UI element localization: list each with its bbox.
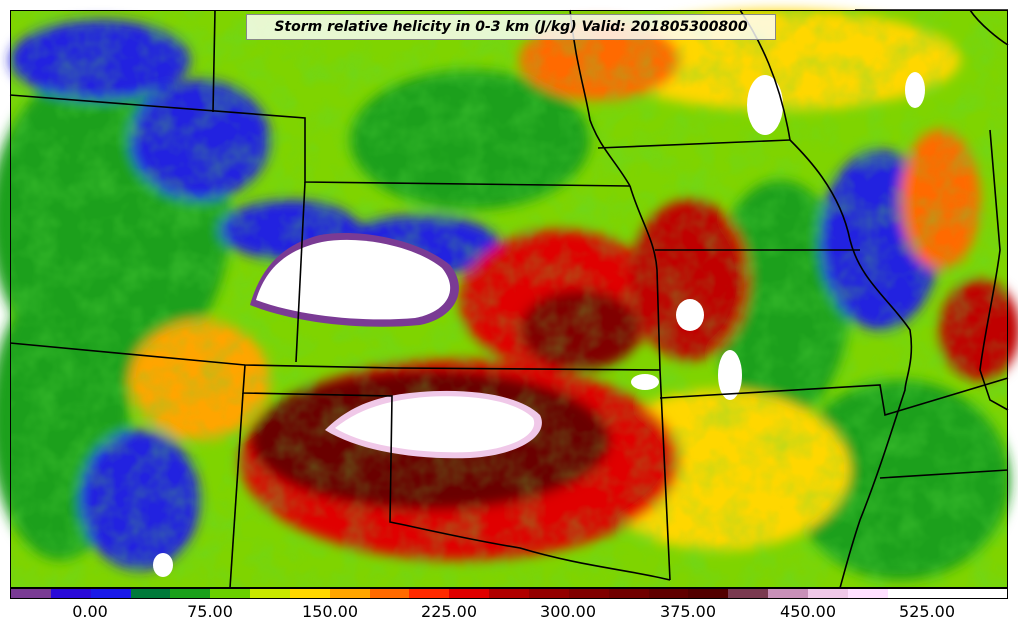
colorbar-ticks: 0.00 75.00 150.00 225.00 300.00 375.00 450.00 5… [0,602,1018,628]
colorbar-swatch [449,589,490,598]
colorbar-swatch [90,589,131,598]
colorbar-swatch [210,589,251,598]
colorbar-swatch [608,589,649,598]
colorbar-swatch [329,589,370,598]
colorbar-tick-label: 525.00 [899,602,955,621]
colorbar-swatch [289,589,330,598]
colorbar-swatch [489,589,529,598]
colorbar-swatch [728,589,769,598]
colorbar-swatch [409,589,450,598]
colorbar-tick-label: 150.00 [302,602,358,621]
map-title: Storm relative helicity in 0-3 km (J/kg)… [246,14,776,40]
colorbar-swatch [170,589,211,598]
colorbar-tick-label: 0.00 [72,602,108,621]
colorbar-swatch [768,589,808,598]
colorbar-swatch [807,589,848,598]
colorbar-swatch [50,589,91,598]
colorbar-tick-label: 75.00 [187,602,233,621]
colorbar-tick-label: 375.00 [660,602,716,621]
colorbar-swatch [568,589,609,598]
colorbar-tick-label: 300.00 [540,602,596,621]
state-borders [9,9,1009,588]
colorbar-swatch [887,589,928,598]
high-helicity-cores [153,72,925,577]
colorbar-swatch [847,589,888,598]
colorbar-swatch [688,589,729,598]
colorbar-swatch [250,589,290,598]
helicity-map [0,9,1018,588]
colorbar-swatch [130,589,171,598]
colorbar-swatch [927,589,968,598]
colorbar-swatch [648,589,689,598]
colorbar-swatch [967,589,1008,598]
colorbar-swatch [528,589,569,598]
colorbar-swatch [369,589,410,598]
colorbar-swatch [11,589,51,598]
map-frame [10,10,1008,588]
colorbar [10,588,1008,599]
colorbar-tick-label: 450.00 [780,602,836,621]
colorbar-tick-label: 225.00 [421,602,477,621]
